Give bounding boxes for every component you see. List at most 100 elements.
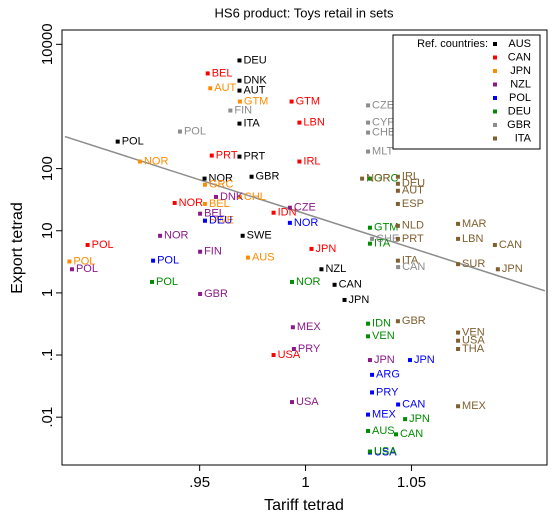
point: [205, 71, 210, 76]
point-label: JPN: [502, 263, 523, 275]
point-label: POL: [157, 255, 179, 267]
point: [202, 182, 207, 187]
legend-label: ITA: [515, 132, 532, 144]
point: [367, 176, 372, 181]
point: [407, 358, 412, 363]
point-label: MAR: [462, 218, 487, 230]
x-axis-title: Tariff tetrad: [264, 497, 344, 514]
point: [177, 129, 182, 134]
legend-box: [392, 34, 541, 150]
legend-marker: [493, 136, 497, 141]
point-label: CHE: [372, 126, 395, 138]
point: [395, 223, 400, 228]
legend-marker: [493, 123, 497, 127]
point-label: NOR: [179, 197, 204, 209]
point-label: SWE: [209, 215, 234, 227]
point-label: PRT: [216, 149, 238, 161]
point-label: ITA: [402, 255, 419, 267]
y-tick-label: 100: [39, 156, 56, 181]
point-label: GTM: [244, 95, 268, 107]
point: [202, 218, 207, 223]
point-label: DEU: [209, 215, 232, 227]
legend-marker: [493, 96, 497, 100]
point-label: GTM: [374, 222, 398, 234]
point: [290, 400, 295, 405]
point-label: NZL: [325, 263, 346, 275]
x-tick-label: 1.05: [397, 474, 426, 491]
point-label: USA: [296, 396, 319, 408]
point: [237, 154, 242, 159]
point: [492, 242, 497, 247]
point: [271, 353, 276, 358]
point: [332, 282, 337, 287]
point: [395, 236, 400, 241]
point: [85, 242, 90, 247]
point-label: MEX: [297, 321, 322, 333]
point: [367, 449, 372, 454]
point: [291, 347, 296, 352]
point-label: POL: [76, 263, 98, 275]
point: [202, 201, 207, 206]
point-label: IRL: [402, 171, 419, 183]
point: [289, 99, 294, 104]
point-label: LBN: [462, 233, 483, 245]
point: [366, 103, 371, 108]
point: [395, 181, 400, 186]
point-label: CAN: [339, 279, 362, 291]
point: [395, 258, 400, 263]
point: [309, 246, 314, 251]
point: [115, 139, 120, 144]
point: [456, 221, 461, 226]
point-label: USA: [374, 446, 397, 458]
point: [198, 291, 203, 296]
point-label: BEL: [212, 67, 233, 79]
point: [456, 347, 461, 352]
point: [150, 279, 155, 284]
point: [237, 78, 242, 83]
point-label: FIN: [204, 246, 222, 258]
legend-marker: [493, 42, 497, 46]
y-tick-label: 1: [39, 289, 56, 297]
legend-marker: [493, 69, 497, 73]
point: [237, 121, 242, 126]
point-label: PRT: [243, 151, 265, 163]
point: [495, 267, 500, 272]
legend-marker: [493, 55, 497, 60]
point: [69, 267, 74, 272]
point: [456, 330, 461, 335]
point-label: MEX: [462, 400, 487, 412]
point: [395, 174, 400, 179]
y-tick-label: 10000: [39, 23, 56, 65]
point: [228, 108, 233, 113]
point: [237, 88, 242, 93]
point-label: SUR: [462, 258, 485, 270]
point: [456, 338, 461, 343]
legend-label: DEU: [508, 105, 531, 117]
point: [393, 432, 398, 437]
legend-label: NZL: [510, 78, 531, 90]
point-label: PRY: [298, 343, 321, 355]
point: [366, 428, 371, 433]
legend-label: JPN: [510, 65, 531, 77]
legend-label: GBR: [507, 119, 531, 131]
point-label: GRC: [209, 179, 234, 191]
point: [297, 159, 302, 164]
point-label: CHL: [244, 191, 266, 203]
point-label: GBR: [204, 288, 228, 300]
point-label: GRC: [374, 173, 399, 185]
point: [137, 159, 142, 164]
point-label: POL: [156, 276, 178, 288]
point-label: LBN: [303, 117, 324, 129]
point: [198, 249, 203, 254]
point: [67, 259, 72, 264]
point-label: CAN: [499, 239, 522, 251]
point: [395, 188, 400, 193]
point-label: CZE: [372, 99, 394, 111]
point: [172, 200, 177, 205]
point: [456, 404, 461, 409]
point: [202, 176, 207, 181]
point-label: NOR: [209, 173, 234, 185]
point: [396, 402, 401, 407]
point-label: ITA: [243, 118, 260, 130]
